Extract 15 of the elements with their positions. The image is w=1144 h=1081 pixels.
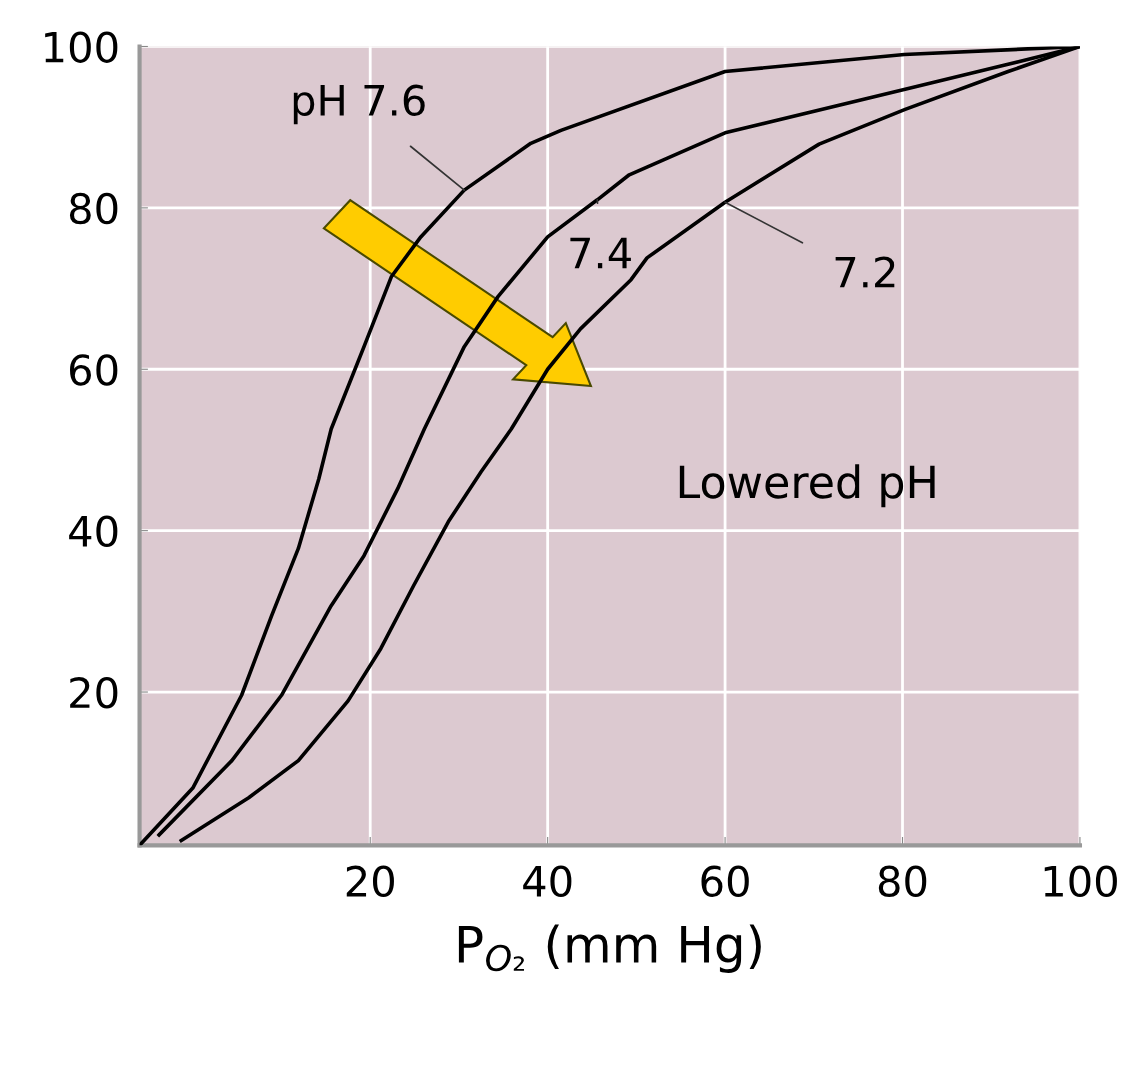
series-label: 7.4	[570, 237, 631, 269]
y-tick-label: 20	[70, 676, 118, 709]
y-tick-label: 60	[70, 354, 118, 386]
x-tick-label: 60	[701, 865, 749, 898]
text: 7.2	[835, 256, 895, 288]
y-tick-label: 40	[69, 515, 118, 548]
x-axis-title: P$_{O₂}$ (mm Hg)	[458, 924, 761, 973]
y-tick-label: 100	[45, 31, 118, 63]
x-tick-label: 20	[346, 865, 394, 898]
x-tick-label: 80	[878, 865, 927, 898]
series-label: pH 7.6	[293, 84, 425, 125]
x-tick-label: 40	[523, 865, 572, 898]
annotation: Lowered pH	[679, 464, 935, 508]
y-tick-label: 80	[69, 192, 118, 225]
x-tick-label: 100	[1044, 865, 1117, 898]
